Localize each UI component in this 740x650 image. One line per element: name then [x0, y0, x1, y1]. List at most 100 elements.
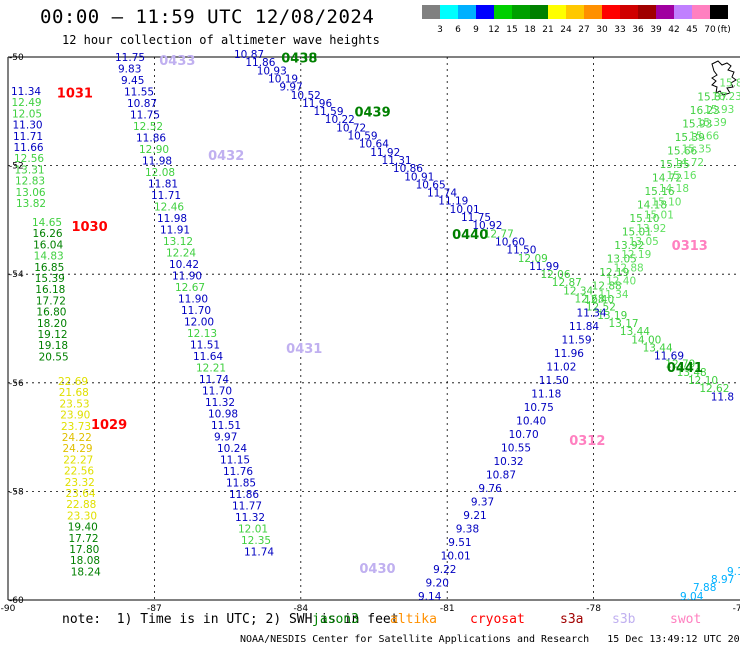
pass-label-1029: 1029: [91, 418, 127, 433]
colorbar-tick: 27: [578, 25, 589, 35]
track-value-0433: 11.55: [124, 87, 154, 99]
colorbar-tick: 12: [488, 25, 499, 35]
track-value-0433: 11.15: [220, 455, 250, 467]
colorbar-swatch: [674, 5, 692, 19]
satellite-legend-cryosat: cryosat: [470, 612, 525, 627]
track-value-0313: 12.40: [606, 276, 636, 288]
track-value-0438: 11.96: [302, 98, 332, 110]
track-value-0433: 11.32: [205, 397, 235, 409]
track-value-0438: 12.77: [484, 228, 514, 240]
track-value-0313: 13.05: [629, 236, 659, 248]
track-value-1029: 23.53: [60, 398, 90, 410]
track-value-1030: 17.72: [36, 295, 66, 307]
track-value-0433: 11.86: [136, 133, 166, 145]
track-value-0433: 11.77: [232, 501, 262, 513]
track-value-1030: 14.65: [32, 217, 62, 229]
track-value-0312: 14.18: [637, 200, 667, 212]
track-value-0438: 14.00: [631, 334, 661, 346]
pass-label-0312: 0312: [569, 434, 605, 449]
track-value-0433: 12.01: [238, 524, 268, 536]
track-value-0312: 11.96: [554, 348, 584, 360]
track-value-0438: 10.72: [336, 122, 366, 134]
track-value-0433: 11.98: [142, 156, 172, 168]
track-value-1030: 18.20: [37, 318, 67, 330]
colorbar-swatch: [530, 5, 548, 19]
lat-tick-label: -50: [9, 53, 24, 63]
track-value-swot: 8.97: [711, 574, 734, 586]
track-value-0312: 15.93: [682, 119, 712, 131]
track-value-0312: 12.88: [592, 281, 622, 293]
track-value-1031: 11.71: [13, 131, 43, 143]
track-value-1029: 18.24: [71, 566, 101, 578]
track-value-0312: 11.18: [531, 389, 561, 401]
lon-tick-label: -84: [293, 604, 308, 614]
colorbar-swatch: [512, 5, 530, 19]
track-value-0313: 15.10: [651, 196, 681, 208]
track-value-0438: 12.68: [575, 294, 605, 306]
page-title: 00:00 – 11:59 UTC 12/08/2024: [40, 6, 375, 28]
lon-tick-label: -90: [1, 604, 16, 614]
footer-credit: NOAA/NESDIS Center for Satellite Applica…: [240, 634, 740, 645]
track-value-0438: 11.8: [711, 391, 734, 403]
track-value-0433: 10.98: [208, 409, 238, 421]
track-value-1030: 19.12: [38, 329, 68, 341]
coastline: [711, 60, 737, 96]
track-value-0438: 13.48: [677, 367, 707, 379]
track-value-0433: 11.75: [130, 110, 160, 122]
track-value-0438: 10.93: [257, 65, 287, 77]
pass-label-0441: 0441: [667, 361, 703, 376]
track-value-0438: 10.92: [472, 220, 502, 232]
colorbar-tick: 36: [632, 25, 644, 35]
track-value-0312: 14.72: [652, 173, 682, 185]
track-value-0312: 15.66: [667, 146, 697, 158]
track-value-0433: 10.24: [217, 443, 247, 455]
track-value-1029: 24.29: [63, 443, 93, 455]
track-value-0312: 11.84: [569, 321, 599, 333]
track-value-0433: 12.08: [145, 167, 175, 179]
pass-label-1030: 1030: [71, 220, 107, 235]
track-value-0313: 13.92: [636, 223, 666, 235]
track-value-0433: 12.24: [166, 248, 196, 260]
track-value-0438: 10.52: [291, 90, 321, 102]
track-value-0312: 11.50: [539, 375, 569, 387]
track-value-0313: 16.23: [712, 91, 740, 103]
track-value-1030: 16.04: [33, 239, 63, 251]
lat-tick-label: -58: [9, 487, 24, 497]
track-value-0438: 11.99: [529, 261, 559, 273]
track-value-1031: 11.66: [14, 142, 44, 154]
track-value-1029: 23.90: [60, 410, 90, 422]
track-value-0313: 15.39: [697, 117, 727, 129]
track-value-0433: 11.91: [160, 225, 190, 237]
track-value-0438: 12.87: [552, 277, 582, 289]
track-value-0438: 12.52: [586, 302, 616, 314]
track-value-1031: 13.82: [16, 198, 46, 210]
track-value-1029: 23.30: [67, 510, 97, 522]
track-value-0438: 11.92: [370, 147, 400, 159]
track-value-0438: 12.10: [688, 375, 718, 387]
track-value-1029: 23.32: [65, 477, 95, 489]
colorbar-swatch: [494, 5, 512, 19]
track-value-1031: 12.56: [14, 153, 44, 165]
pass-label-0432: 0432: [208, 149, 244, 164]
track-value-0438: 11.74: [427, 188, 457, 200]
track-value-0312: 10.32: [494, 456, 524, 468]
track-value-0438: 11.75: [461, 212, 491, 224]
colorbar-tick: 39: [650, 25, 662, 35]
track-value-0312: 10.55: [501, 443, 531, 455]
pass-label-0439: 0439: [354, 106, 390, 121]
colorbar-swatch: [692, 5, 710, 19]
track-value-1030: 19.18: [38, 340, 68, 352]
track-value-0313: 15.93: [704, 104, 734, 116]
track-value-0433: 11.32: [235, 512, 265, 524]
track-value-1031: 11.30: [13, 120, 43, 132]
track-value-0312: 15.01: [622, 227, 652, 239]
track-value-0312: 10.01: [441, 551, 471, 563]
track-value-0438: 10.86: [393, 163, 423, 175]
lon-tick-label: -78: [586, 604, 601, 614]
track-value-0433: 9.97: [214, 432, 237, 444]
satellite-legend-altika: altika: [390, 612, 437, 627]
track-value-0433: 11.85: [226, 478, 256, 490]
track-value-0312: 15.39: [675, 132, 705, 144]
track-value-1029: 18.08: [70, 555, 100, 567]
lat-tick-label: -60: [9, 596, 24, 606]
